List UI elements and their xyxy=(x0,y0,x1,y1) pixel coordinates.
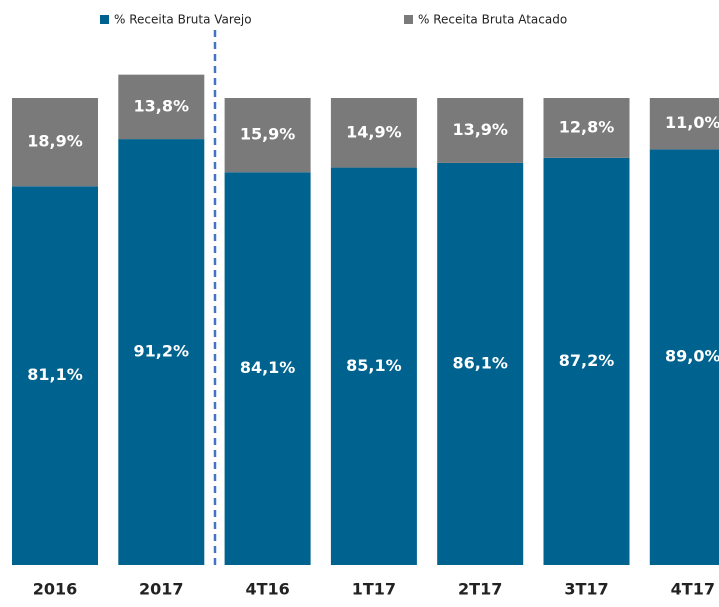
data-label: 13,8% xyxy=(134,96,190,115)
bar-segment xyxy=(437,98,524,163)
bar-segment xyxy=(543,157,630,565)
data-label: 12,8% xyxy=(559,117,615,136)
data-label: 89,0% xyxy=(665,347,719,366)
data-label: 84,1% xyxy=(240,358,296,377)
legend-label: % Receita Bruta Atacado xyxy=(418,13,567,27)
bar-segment xyxy=(224,98,311,173)
data-label: 13,9% xyxy=(452,120,508,139)
data-label: 18,9% xyxy=(27,132,83,151)
bar-segment xyxy=(12,98,98,187)
bar-segment xyxy=(330,98,417,168)
legend-swatch xyxy=(100,15,109,24)
legend-label: % Receita Bruta Varejo xyxy=(114,13,252,27)
data-label: 86,1% xyxy=(452,353,508,372)
x-tick-label: 2T17 xyxy=(458,580,502,599)
bar-segment xyxy=(118,139,205,565)
bar-segment xyxy=(543,98,630,158)
bar-segment xyxy=(437,162,524,565)
data-label: 81,1% xyxy=(27,365,83,384)
data-label: 11,0% xyxy=(665,113,719,132)
data-label: 91,2% xyxy=(134,342,190,361)
data-label: 14,9% xyxy=(346,122,402,141)
bar-segment xyxy=(118,74,205,140)
bar-segment xyxy=(224,172,311,566)
data-label: 85,1% xyxy=(346,356,402,375)
x-tick-label: 2016 xyxy=(33,580,78,599)
bar-segment xyxy=(12,186,98,565)
bar-segment xyxy=(330,167,417,565)
x-tick-label: 2017 xyxy=(139,580,184,599)
x-tick-label: 3T17 xyxy=(564,580,608,599)
data-label: 15,9% xyxy=(240,125,296,144)
x-tick-label: 4T16 xyxy=(245,580,289,599)
x-tick-label: 1T17 xyxy=(352,580,396,599)
legend-swatch xyxy=(404,15,413,24)
bar-segment xyxy=(649,149,719,565)
x-tick-label: 4T17 xyxy=(671,580,715,599)
data-label: 87,2% xyxy=(559,351,615,370)
bar-segment xyxy=(649,98,719,150)
